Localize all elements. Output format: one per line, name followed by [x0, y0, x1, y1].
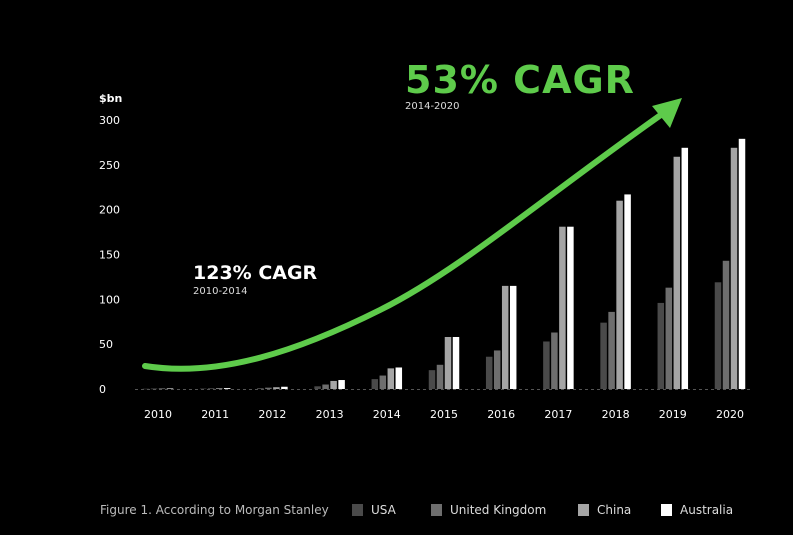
- bar-usa-2018: [600, 322, 607, 389]
- annotation-53-cagr: 53% CAGR: [405, 58, 635, 102]
- legend-item-usa: USA: [352, 502, 396, 518]
- legend-label-china: China: [597, 503, 632, 517]
- y-tick-label: 250: [99, 159, 120, 172]
- bar-united-kingdom-2011: [207, 388, 215, 389]
- x-tick-label: 2019: [659, 408, 687, 421]
- y-tick-label: 300: [99, 114, 120, 127]
- bar-united-kingdom-2020: [722, 260, 730, 389]
- bar-usa-2011: [199, 388, 207, 390]
- bar-united-kingdom-2019: [665, 287, 673, 389]
- bar-australia-2011: [223, 388, 231, 389]
- bar-usa-2020: [714, 282, 722, 389]
- y-tick-label: 200: [99, 204, 120, 217]
- bar-usa-2019: [657, 302, 665, 389]
- bar-china-2011: [215, 388, 223, 389]
- bar-australia-2014: [395, 367, 403, 389]
- bar-australia-2015: [452, 336, 460, 389]
- bar-usa-2017: [543, 341, 550, 389]
- bar-usa-2014: [371, 379, 379, 389]
- x-tick-label: 2018: [602, 408, 630, 421]
- x-tick-label: 2020: [716, 408, 744, 421]
- bar-china-2014: [387, 368, 395, 389]
- legend-label-usa: USA: [371, 503, 396, 517]
- bar-australia-2010: [166, 388, 174, 389]
- annotation-123-cagr-period: 2010-2014: [193, 286, 248, 297]
- y-tick-label: 150: [99, 249, 120, 262]
- legend-swatch-usa: [352, 504, 363, 516]
- bar-united-kingdom-2012: [265, 387, 272, 389]
- legend-label-australia: Australia: [680, 503, 734, 517]
- bar-australia-2019: [681, 147, 689, 389]
- legend-item-united-kingdom: United Kingdom: [431, 502, 546, 518]
- y-tick-label: 100: [99, 293, 120, 306]
- x-tick-label: 2011: [201, 408, 229, 421]
- y-tick-label: 50: [99, 338, 113, 351]
- bar-china-2013: [330, 380, 337, 389]
- cagr-arrow-line: [142, 109, 668, 372]
- bar-united-kingdom-2018: [608, 311, 615, 389]
- bar-australia-2020: [738, 138, 746, 389]
- bar-usa-2010: [142, 388, 150, 390]
- x-tick-label: 2017: [544, 408, 572, 421]
- bar-china-2016: [501, 285, 509, 389]
- legend-item-china: China: [578, 502, 631, 518]
- bar-usa-2015: [428, 370, 436, 389]
- legend-item-australia: Australia: [661, 502, 733, 518]
- x-tick-label: 2012: [258, 408, 286, 421]
- bar-united-kingdom-2016: [493, 350, 501, 389]
- figure-caption: Figure 1. According to Morgan Stanley: [100, 503, 329, 517]
- bar-united-kingdom-2017: [551, 332, 558, 389]
- bar-china-2012: [273, 387, 280, 389]
- legend-swatch-united-kingdom: [431, 504, 442, 516]
- bar-australia-2016: [509, 285, 517, 389]
- bar-australia-2013: [338, 380, 345, 389]
- legend-swatch-china: [578, 504, 589, 516]
- bar-united-kingdom-2010: [150, 388, 158, 390]
- bar-china-2015: [444, 336, 452, 389]
- cagr-arrow-head: [652, 98, 682, 128]
- y-tick-label: 0: [99, 383, 106, 396]
- cagr-arrow: [142, 98, 682, 372]
- y-axis-label: $bn: [99, 92, 123, 105]
- x-tick-label: 2014: [373, 408, 401, 421]
- bar-china-2017: [559, 226, 566, 389]
- x-tick-label: 2013: [316, 408, 344, 421]
- bar-china-2010: [158, 388, 166, 390]
- legend-swatch-australia: [661, 504, 672, 516]
- bar-usa-2013: [314, 386, 321, 389]
- bar-china-2020: [730, 147, 738, 389]
- bar-united-kingdom-2014: [379, 375, 387, 389]
- bar-australia-2012: [281, 386, 288, 389]
- x-tick-label: 2015: [430, 408, 458, 421]
- bar-usa-2012: [257, 388, 264, 389]
- bar-usa-2016: [485, 356, 493, 389]
- x-tick-label: 2016: [487, 408, 515, 421]
- annotation-123-cagr: 123% CAGR: [193, 262, 318, 284]
- bar-united-kingdom-2013: [322, 384, 329, 389]
- bar-australia-2017: [567, 226, 574, 389]
- annotation-53-cagr-period: 2014-2020: [405, 101, 460, 112]
- bars-layer: [142, 138, 746, 390]
- x-tick-label: 2010: [144, 408, 172, 421]
- bar-australia-2018: [624, 194, 631, 389]
- bar-china-2018: [616, 200, 623, 389]
- legend-label-united-kingdom: United Kingdom: [450, 503, 547, 517]
- bar-china-2019: [673, 156, 681, 389]
- ticks-layer: 0 50 100 150 200 250 300 2010 2011 2012 2013 2014 20…: [99, 114, 744, 421]
- bar-united-kingdom-2015: [436, 364, 444, 389]
